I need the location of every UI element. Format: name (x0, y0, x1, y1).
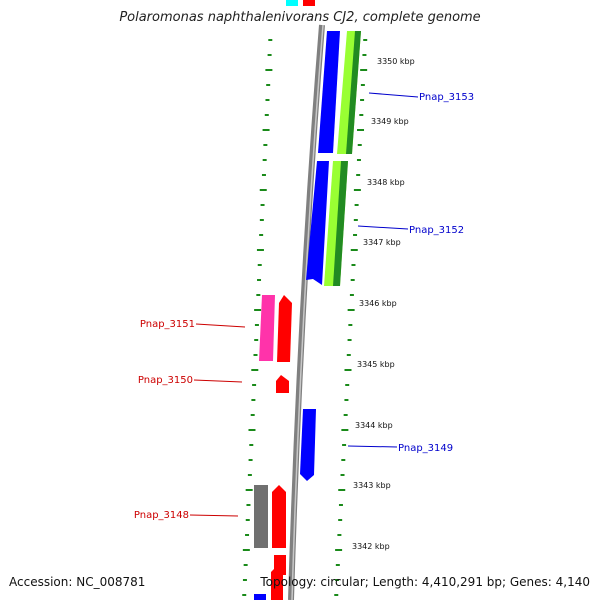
accession-text: Accession: NC_008781 (9, 575, 146, 589)
gene-label-pnap-3152[interactable]: Pnap_3152 (409, 225, 464, 236)
leader-line-pnap-3149 (347, 445, 398, 448)
leader-line-pnap-3153 (368, 92, 419, 98)
genome-backbone (288, 24, 325, 600)
cyan-gene-top (286, 0, 298, 6)
gene-pnap-3152-blue[interactable] (306, 161, 329, 285)
leader-line-pnap-3148 (189, 514, 239, 517)
genome-backbone-highlight (291, 24, 324, 600)
red-gene-top (303, 0, 315, 6)
scale-label-3349: 3349 kbp (371, 117, 409, 126)
gene-pnap-3152-green-dark (333, 161, 348, 286)
gene-pnap-3153-blue[interactable] (318, 31, 340, 153)
gene-label-pnap-3149[interactable]: Pnap_3149 (398, 443, 453, 454)
scale-label-3348: 3348 kbp (367, 178, 405, 187)
leader-line-pnap-3150 (193, 379, 243, 383)
gene-label-pnap-3153[interactable]: Pnap_3153 (419, 92, 474, 103)
right-tick-track (334, 39, 368, 596)
blue-gene-bottom (254, 594, 266, 600)
scale-label-3344: 3344 kbp (355, 421, 393, 430)
gene-pnap-3149[interactable] (300, 409, 316, 481)
scale-label-3343: 3343 kbp (353, 481, 391, 490)
gene-pnap-3151-red[interactable] (277, 295, 292, 362)
map-title: Polaromonas naphthalenivorans CJ2, compl… (119, 10, 481, 25)
genome-summary-text: Topology: circular; Length: 4,410,291 bp… (260, 575, 590, 589)
leader-line-pnap-3152 (357, 225, 409, 230)
gene-pnap-3150[interactable] (276, 375, 289, 393)
gene-pnap-3148-red[interactable] (272, 485, 286, 548)
red-gene-bottom-2 (271, 566, 283, 600)
gene-pnap-3153-green-dark (346, 31, 361, 154)
leader-line-pnap-3151 (195, 323, 246, 328)
scale-label-3347: 3347 kbp (363, 238, 401, 247)
gene-label-pnap-3148[interactable]: Pnap_3148 (134, 510, 189, 521)
left-tick-track (242, 39, 273, 596)
scale-label-3346: 3346 kbp (359, 299, 397, 308)
gene-pnap-3151-magenta[interactable] (259, 295, 275, 361)
gene-label-pnap-3151[interactable]: Pnap_3151 (140, 319, 195, 330)
scale-label-3345: 3345 kbp (357, 360, 395, 369)
scale-label-3350: 3350 kbp (377, 57, 415, 66)
gene-pnap-3148-gray[interactable] (254, 485, 268, 548)
scale-label-3342: 3342 kbp (352, 542, 390, 551)
gene-label-pnap-3150[interactable]: Pnap_3150 (138, 375, 193, 386)
